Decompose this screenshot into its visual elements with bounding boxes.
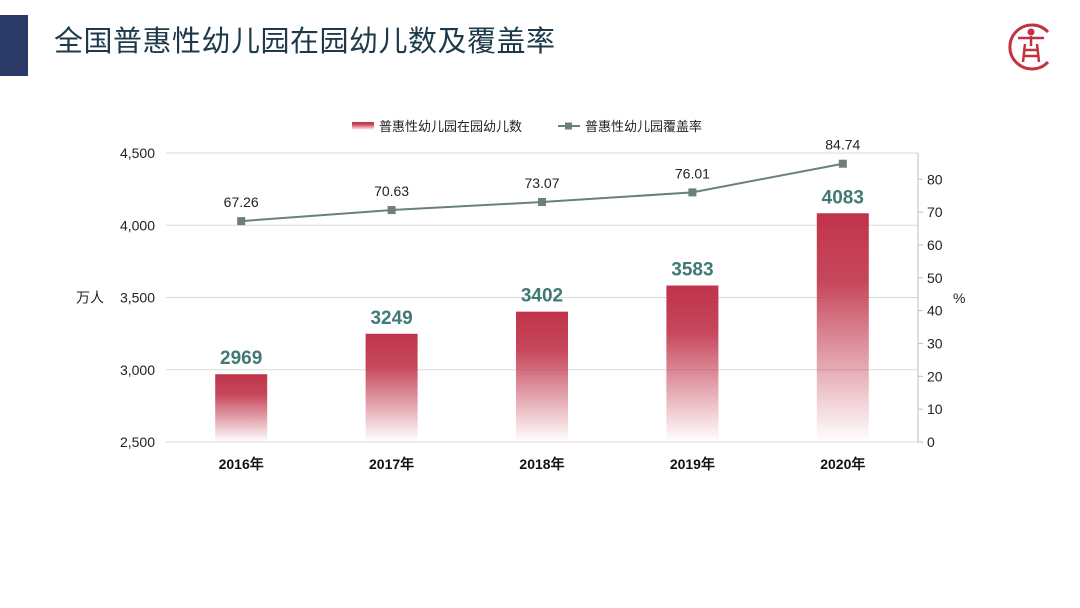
bar xyxy=(365,333,418,442)
bar-data-label: 2969 xyxy=(220,348,262,369)
bar xyxy=(816,213,869,442)
right-axis-tick: 40 xyxy=(927,303,943,319)
line-data-label: 70.63 xyxy=(374,183,409,199)
line-marker xyxy=(688,188,697,197)
bar-data-label: 3583 xyxy=(671,260,713,281)
legend-bar-swatch xyxy=(352,122,374,130)
legend-bar-label: 普惠性幼儿园在园幼儿数 xyxy=(379,120,522,135)
right-axis-tick: 70 xyxy=(927,204,943,220)
right-axis-tick: 50 xyxy=(927,270,943,286)
category-label: 2020年 xyxy=(820,456,865,472)
bar-data-label: 3249 xyxy=(370,308,412,329)
left-axis-tick: 3,500 xyxy=(120,290,155,306)
line-data-label: 73.07 xyxy=(524,175,559,191)
line-series xyxy=(241,162,843,223)
left-axis-tick: 4,000 xyxy=(120,217,155,233)
bar-data-label: 3402 xyxy=(521,286,563,307)
line-marker xyxy=(538,198,546,207)
category-label: 2016年 xyxy=(219,456,264,472)
right-axis-tick: 20 xyxy=(927,368,943,384)
right-axis-label: % xyxy=(953,290,965,306)
title-accent-bar xyxy=(0,15,28,76)
right-axis-tick: 0 xyxy=(927,434,935,450)
line-marker xyxy=(387,206,396,215)
bar-data-label: 4083 xyxy=(822,187,864,208)
line-data-label: 67.26 xyxy=(224,194,259,210)
right-axis-tick: 10 xyxy=(927,401,943,417)
right-axis-tick: 30 xyxy=(927,335,943,351)
legend-line-label: 普惠性幼儿园覆盖率 xyxy=(585,119,702,135)
page-title: 全国普惠性幼儿园在园幼儿数及覆盖率 xyxy=(54,24,556,58)
bar xyxy=(516,311,568,442)
category-label: 2017年 xyxy=(369,456,414,472)
left-axis-tick: 3,000 xyxy=(120,362,155,378)
right-axis-tick: 60 xyxy=(927,237,943,253)
legend-line-marker xyxy=(565,122,572,130)
category-label: 2019年 xyxy=(670,456,715,472)
left-axis-tick: 4,500 xyxy=(120,145,155,161)
left-axis-label: 万人 xyxy=(76,290,104,306)
left-axis-tick: 2,500 xyxy=(120,434,155,450)
bar xyxy=(666,285,719,442)
bar xyxy=(215,374,268,442)
logo-icon xyxy=(1004,20,1058,79)
line-data-label: 84.74 xyxy=(825,137,860,153)
line-marker xyxy=(838,159,847,168)
line-marker xyxy=(237,217,246,226)
line-data-label: 76.01 xyxy=(675,165,710,181)
right-axis-tick: 80 xyxy=(927,171,943,187)
category-label: 2018年 xyxy=(519,456,564,472)
